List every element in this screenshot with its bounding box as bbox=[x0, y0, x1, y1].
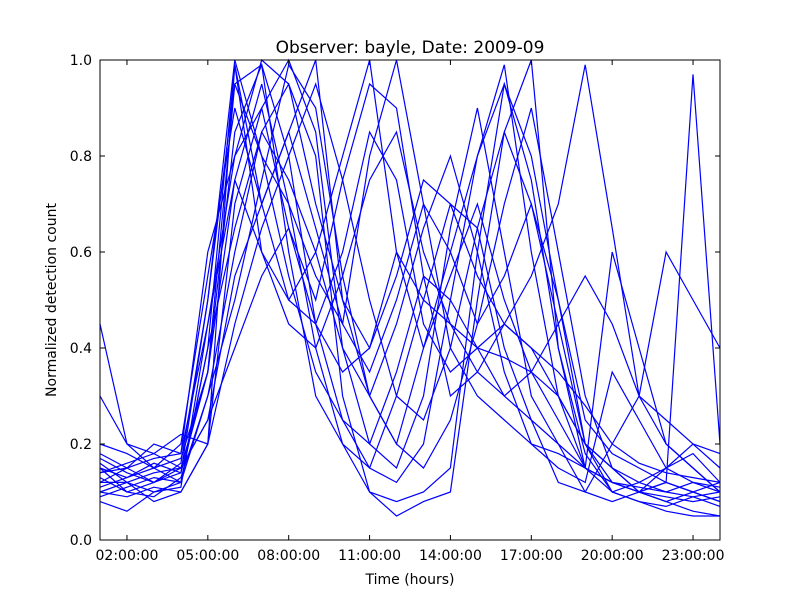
series-line-5 bbox=[99, 58, 721, 503]
chart-title: Observer: bayle, Date: 2009-09 bbox=[276, 38, 545, 58]
x-axis-ticks: 02:00:00 05:00:00 08:00:00 11:00:00 14:00:00… bbox=[96, 60, 725, 564]
series-layer bbox=[99, 58, 721, 517]
series-line-16 bbox=[99, 82, 721, 498]
x-tick-label: 11:00:00 bbox=[338, 548, 401, 564]
series-line-10 bbox=[99, 62, 721, 508]
y-axis-title: Normalized detection count bbox=[44, 203, 60, 397]
x-tick-label: 23:00:00 bbox=[662, 548, 725, 564]
series-line-12 bbox=[99, 63, 721, 503]
plot-frame bbox=[99, 59, 721, 541]
series-line-18 bbox=[99, 106, 721, 483]
series-line-15 bbox=[100, 130, 721, 493]
series-line-14 bbox=[99, 59, 721, 493]
y-tick-label: 0.2 bbox=[70, 437, 92, 453]
y-tick-label: 1.0 bbox=[70, 53, 92, 69]
series-line-9 bbox=[99, 83, 721, 493]
y-tick-label: 0.0 bbox=[70, 533, 92, 549]
y-tick-label: 0.4 bbox=[70, 341, 92, 357]
series-line-17 bbox=[99, 130, 721, 479]
x-tick-label: 05:00:00 bbox=[176, 548, 239, 564]
y-axis-ticks: 0.0 0.2 0.4 0.6 0.8 1.0 bbox=[70, 53, 720, 549]
series-line-13 bbox=[99, 130, 721, 498]
x-tick-label: 17:00:00 bbox=[500, 548, 563, 564]
series-line-3 bbox=[99, 58, 721, 503]
x-tick-label: 14:00:00 bbox=[419, 548, 482, 564]
x-tick-label: 08:00:00 bbox=[257, 548, 320, 564]
y-tick-label: 0.8 bbox=[70, 149, 92, 165]
y-tick-label: 0.6 bbox=[70, 245, 92, 261]
x-tick-label: 20:00:00 bbox=[581, 548, 644, 564]
x-tick-label: 02:00:00 bbox=[96, 548, 159, 564]
x-axis-title: Time (hours) bbox=[365, 572, 455, 588]
